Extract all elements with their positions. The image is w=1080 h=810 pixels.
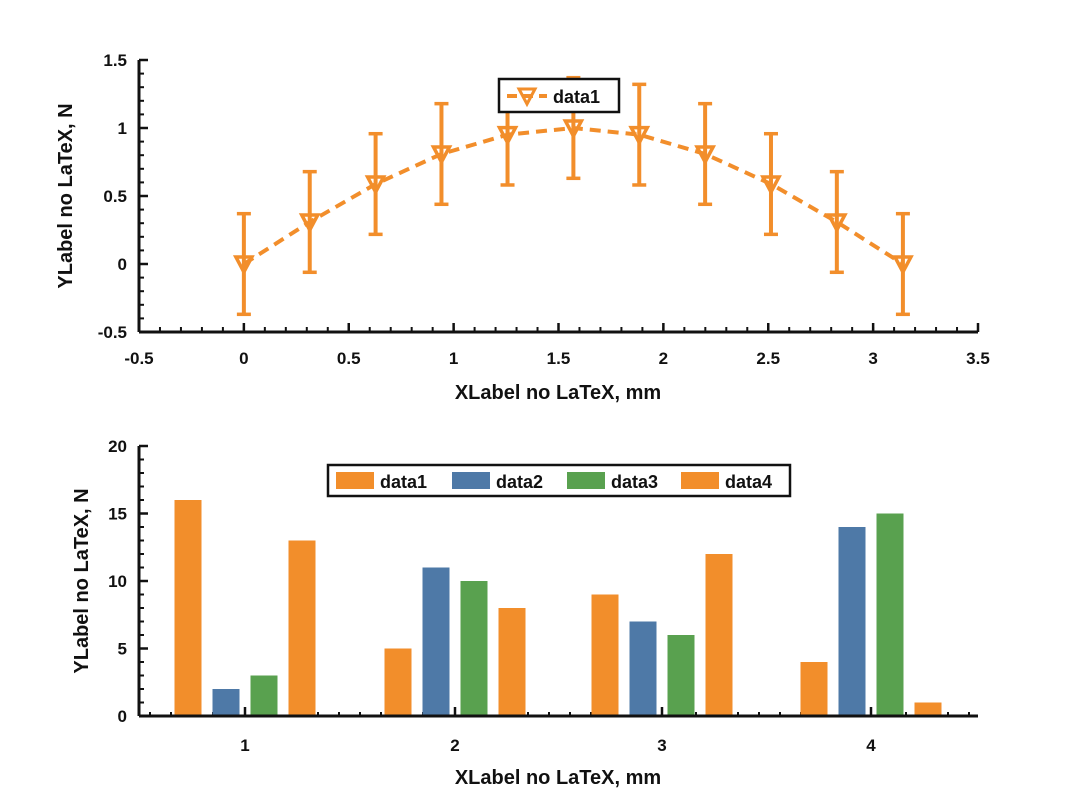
triangle-marker <box>298 213 321 234</box>
x-tick-label: 0.5 <box>337 349 361 368</box>
y-axis-label: YLabel no LaTeX, N <box>55 103 77 288</box>
x-tick-label: 3.5 <box>966 349 990 368</box>
bar-data1 <box>384 648 412 716</box>
legend: data1 <box>497 77 621 114</box>
y-tick-label: 0 <box>118 707 127 726</box>
bar-data3 <box>667 635 695 716</box>
legend-label-data4: data4 <box>725 472 772 492</box>
triangle-marker <box>430 145 453 166</box>
triangle-marker <box>825 213 848 234</box>
errorbar-line-chart: -0.5 0 0.5 1 1.5 2 2.5 3 3.5 -0.5 0 0.5 1 1.5 XLabel … <box>55 51 990 404</box>
bar-data1 <box>800 662 828 716</box>
y-tick-label: 0.5 <box>103 187 127 206</box>
legend-box <box>326 463 792 498</box>
y-tick-label: 20 <box>108 437 127 456</box>
bar-data3 <box>876 513 904 716</box>
legend-marker <box>516 87 538 108</box>
legend-label-data2: data2 <box>496 472 543 492</box>
triangle-marker <box>496 125 519 147</box>
triangle-marker <box>760 175 782 196</box>
triangle-marker <box>891 255 914 276</box>
bar-data1 <box>591 594 619 716</box>
legend: data1 data2 data3 data4 <box>326 463 792 498</box>
y-tick-label: 1 <box>118 119 127 138</box>
bar-data4 <box>914 702 942 716</box>
bar-data3 <box>460 581 488 716</box>
legend-swatch-data2 <box>452 472 490 489</box>
legend-label-data1: data1 <box>553 87 600 107</box>
x-tick-label: 2 <box>450 736 459 755</box>
x-tick-label: 1 <box>449 349 458 368</box>
y-tick-label: 0 <box>118 255 127 274</box>
triangle-marker <box>694 145 717 166</box>
y-tick-label: -0.5 <box>98 323 127 342</box>
bar-data4 <box>288 540 316 716</box>
x-tick-label: 3 <box>657 736 666 755</box>
x-axis-label: XLabel no LaTeX, mm <box>455 382 661 404</box>
triangle-marker <box>562 119 585 140</box>
y-tick-label: 1.5 <box>103 51 127 70</box>
legend-swatch-data1 <box>336 472 374 489</box>
y-tick-label: 15 <box>108 505 127 524</box>
y-tick-label: 5 <box>118 640 127 659</box>
x-axis-label: XLabel no LaTeX, mm <box>455 767 661 789</box>
y-axis-label: YLabel no LaTeX, N <box>71 488 93 673</box>
x-tick-label: 1.5 <box>547 349 571 368</box>
legend-swatch-data3 <box>567 472 605 489</box>
legend-box <box>497 77 621 114</box>
legend-label-data3: data3 <box>611 472 658 492</box>
x-tick-label: 0 <box>239 349 248 368</box>
legend-label-data1: data1 <box>380 472 427 492</box>
grouped-bar-chart: 0 5 10 15 20 1 2 3 4 XLabel no LaTeX, mm YLabel … <box>71 437 978 789</box>
y-tick-label: 10 <box>108 572 127 591</box>
triangle-marker <box>364 175 387 196</box>
legend-swatch-data4 <box>681 472 719 489</box>
bar-data2 <box>629 621 657 716</box>
bar-data3 <box>250 675 278 716</box>
bar-data4 <box>498 608 526 716</box>
x-tick-label: 2 <box>659 349 668 368</box>
triangle-marker <box>628 125 651 147</box>
x-tick-label: 1 <box>240 736 249 755</box>
x-tick-label: 2.5 <box>756 349 780 368</box>
bar-data1 <box>174 500 202 716</box>
bar-data2 <box>212 689 240 716</box>
x-tick-label: 4 <box>866 736 876 755</box>
bar-data4 <box>705 554 733 716</box>
triangle-marker <box>232 255 255 276</box>
x-tick-label: 3 <box>868 349 877 368</box>
bar-data2 <box>838 527 866 716</box>
bar-data2 <box>422 567 450 716</box>
x-tick-label: -0.5 <box>124 349 153 368</box>
